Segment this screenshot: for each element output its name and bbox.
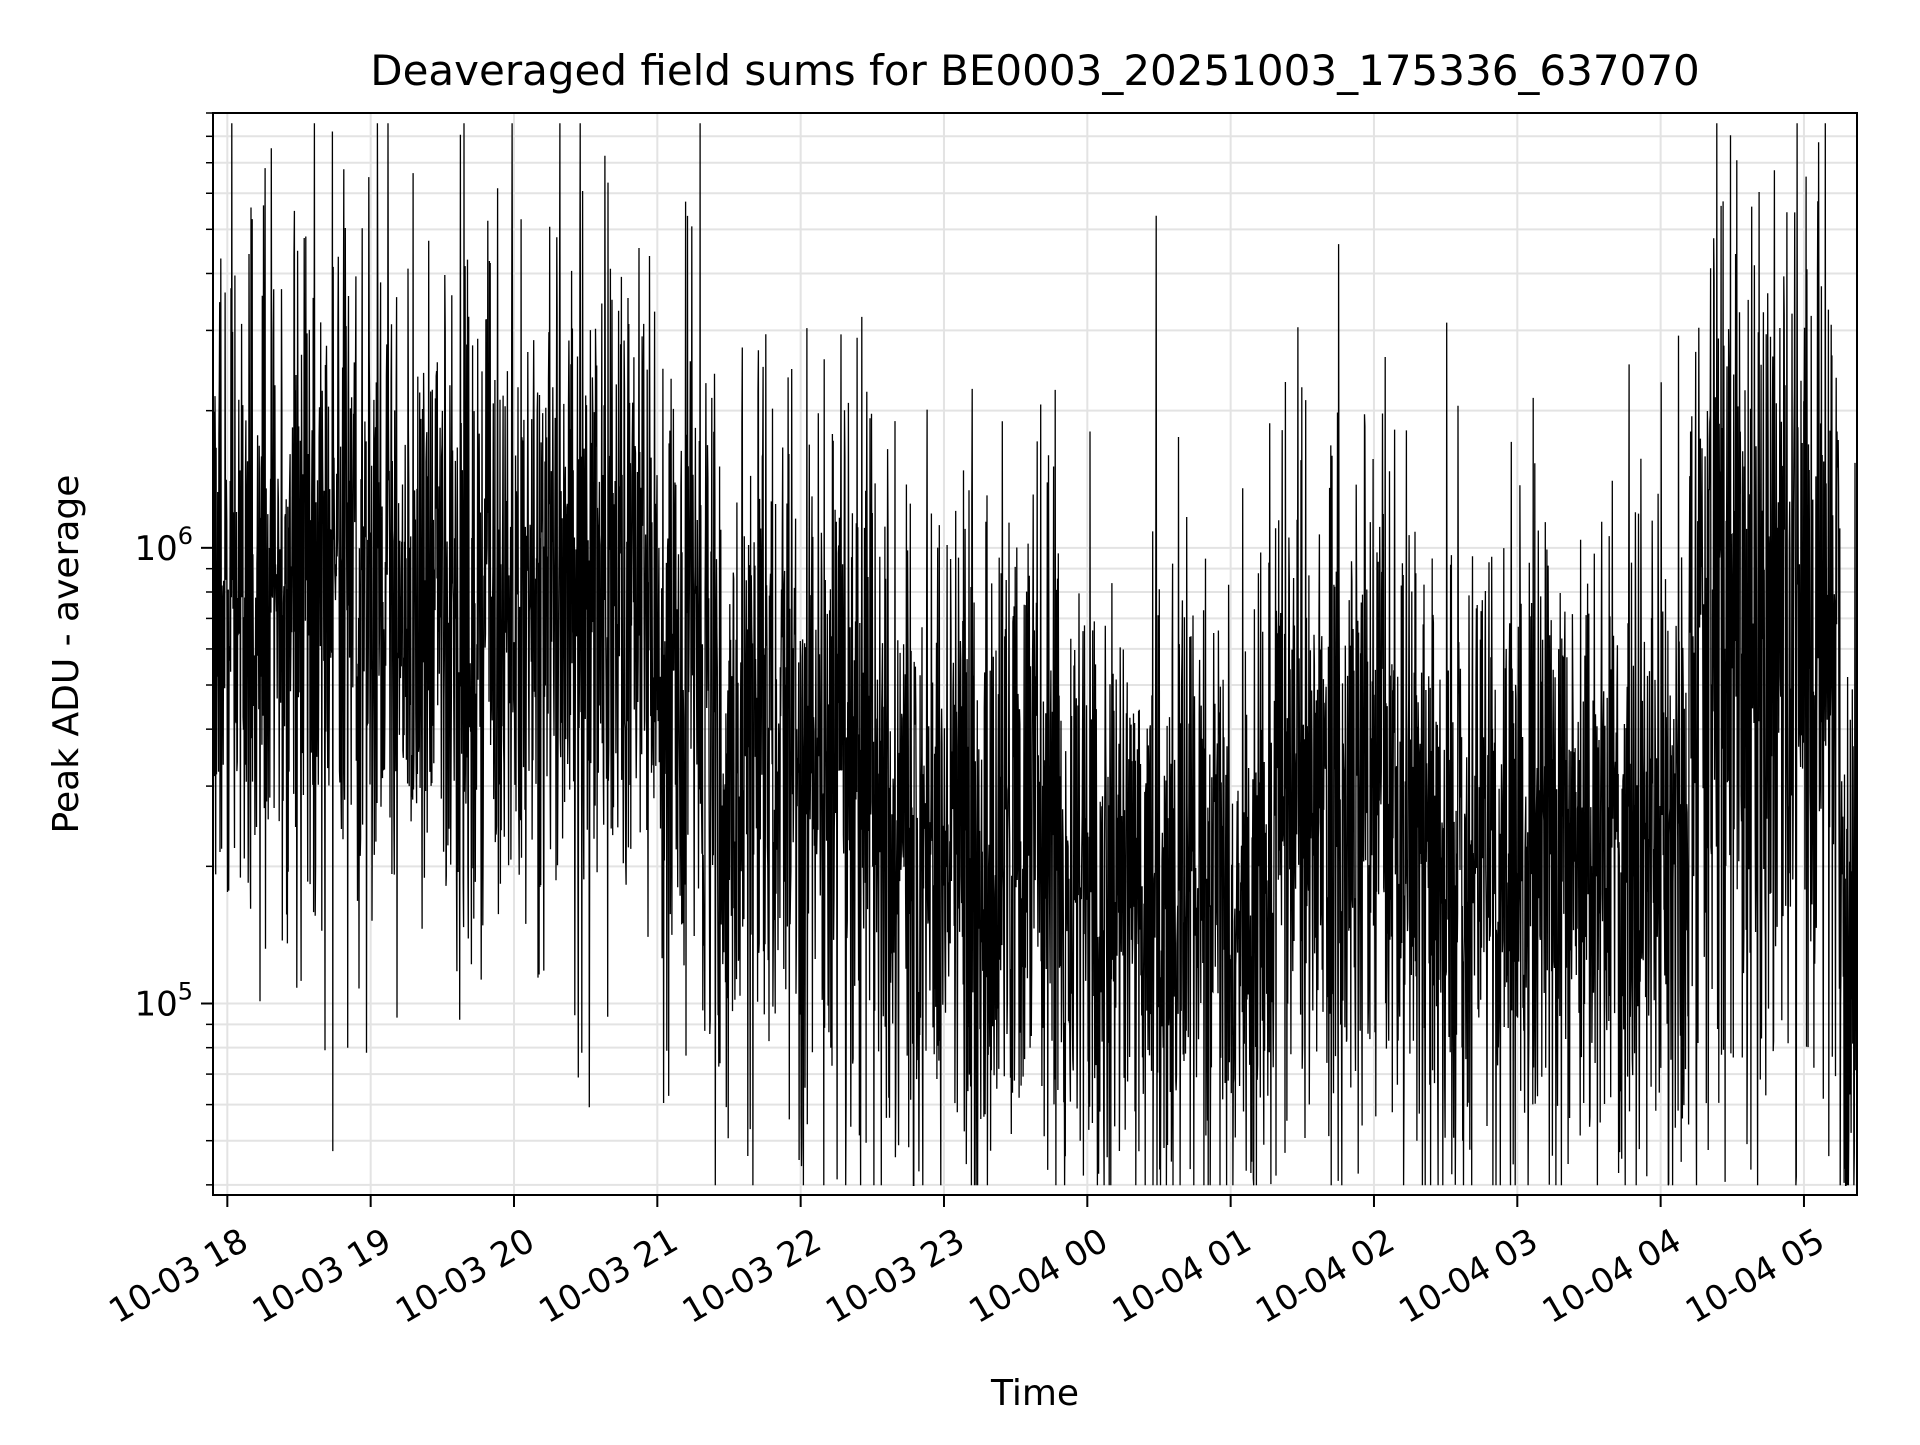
y-tick-label: 106 xyxy=(134,522,193,569)
plot-frame xyxy=(212,112,1858,1196)
chart-title: Deaveraged field sums for BE0003_2025100… xyxy=(370,46,1700,95)
series-line xyxy=(212,123,1858,1186)
y-tick-label: 105 xyxy=(134,978,193,1025)
y-tick-label-base: 10 xyxy=(134,529,177,569)
x-axis-label: Time xyxy=(990,1373,1079,1414)
series-layer xyxy=(212,123,1858,1186)
y-axis-label: Peak ADU - average xyxy=(46,475,87,834)
y-tick-label-base: 10 xyxy=(134,985,177,1025)
y-tick-label-exponent: 6 xyxy=(178,522,193,550)
y-tick-label-exponent: 5 xyxy=(178,978,193,1006)
